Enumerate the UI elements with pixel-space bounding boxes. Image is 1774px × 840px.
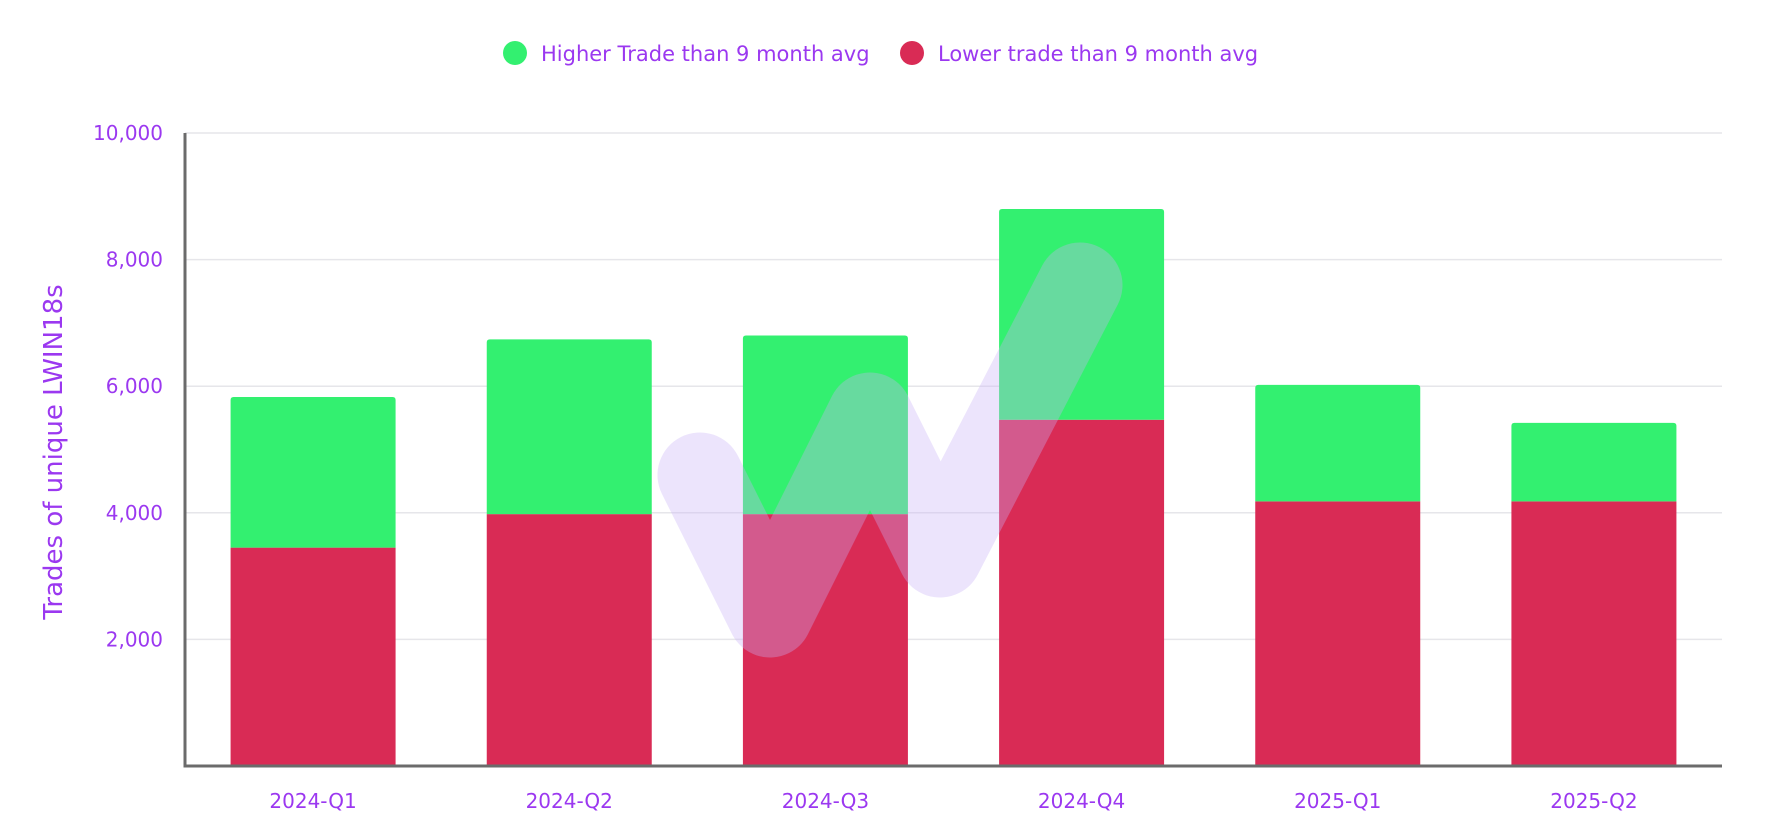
x-tick-label: 2024-Q1 [269,789,356,813]
bar-segment-higher-2024-q2 [486,339,652,515]
legend-label: Higher Trade than 9 month avg [541,42,870,66]
y-tick-label: 4,000 [106,501,163,525]
bar-segment-lower-2024-q3 [742,514,908,766]
y-tick-label: 10,000 [93,121,163,145]
x-tick-label: 2024-Q4 [1038,789,1125,813]
x-tick-label: 2024-Q2 [526,789,613,813]
legend-swatch [503,41,527,65]
legend: Higher Trade than 9 month avg Lower trade… [503,41,1258,66]
legend-label: Lower trade than 9 month avg [938,42,1258,66]
bar-segment-higher-2024-q1 [230,396,396,548]
bar-segment-lower-2024-q1 [230,547,396,766]
watermark-logo [657,242,1123,658]
legend-item: Higher Trade than 9 month avg [503,41,870,66]
x-tick-label: 2025-Q2 [1550,789,1637,813]
bar-segment-higher-2024-q4 [999,208,1165,420]
bar-segment-lower-2025-q1 [1255,501,1421,766]
x-tick-label: 2025-Q1 [1294,789,1381,813]
bar-segment-lower-2025-q2 [1511,501,1677,766]
bar-segment-higher-2025-q2 [1511,422,1677,502]
legend-swatch [900,41,924,65]
y-tick-label: 2,000 [106,627,163,651]
bar-segment-lower-2024-q4 [999,419,1165,766]
y-axis-ticks: 2,000 4,000 6,000 8,000 10,000 [93,121,163,651]
x-tick-label: 2024-Q3 [782,789,869,813]
y-tick-label: 8,000 [106,248,163,272]
x-axis-ticks: 2024-Q1 2024-Q2 2024-Q3 2024-Q4 2025-Q1 2025-… [269,789,1637,813]
axes [183,133,1722,768]
bar-segment-higher-2024-q3 [742,335,908,515]
y-tick-label: 6,000 [106,374,163,398]
bars [230,208,1677,766]
gridlines [185,132,1722,641]
bar-segment-lower-2024-q2 [486,514,652,766]
y-axis-label: Trades of unique LWIN18s [39,284,69,620]
legend-item: Lower trade than 9 month avg [900,41,1258,66]
bar-segment-higher-2025-q1 [1255,384,1421,502]
